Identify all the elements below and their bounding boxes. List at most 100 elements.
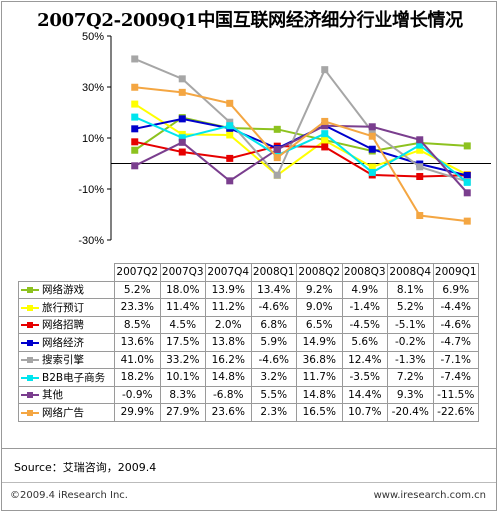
series-legend-cell: 其他 <box>18 385 115 404</box>
series-legend-cell: 网络广告 <box>18 403 115 422</box>
legend-swatch <box>21 390 39 400</box>
data-point <box>273 145 281 153</box>
data-point <box>416 136 424 144</box>
data-point <box>178 148 186 156</box>
data-value: -4.4% <box>432 298 479 317</box>
data-value: 9.3% <box>387 385 434 404</box>
data-point <box>178 88 186 96</box>
series-name: 搜索引擎 <box>42 354 84 367</box>
data-value: 10.7% <box>341 403 388 422</box>
data-value: 11.4% <box>159 298 206 317</box>
series-name: B2B电子商务 <box>42 371 106 384</box>
data-value: -7.1% <box>432 350 479 369</box>
y-tick-label: 50% <box>82 31 104 43</box>
data-value: -0.9% <box>114 385 161 404</box>
divider <box>2 448 496 449</box>
data-value: 29.9% <box>114 403 161 422</box>
data-point <box>178 138 186 146</box>
data-value: 6.5% <box>296 315 343 334</box>
data-value: 14.8% <box>205 368 252 387</box>
table-row: 旅行预订 23.3% 11.4% 11.2% -4.6% 9.0% -1.4% 5.2% -4.… <box>18 298 479 317</box>
series-name: 旅行预订 <box>42 301 84 314</box>
data-value: 6.9% <box>432 280 479 299</box>
data-value: -4.6% <box>250 298 297 317</box>
data-value: 10.1% <box>159 368 206 387</box>
data-point <box>416 212 424 220</box>
data-point <box>131 83 139 91</box>
table-row: 网络经济 13.6% 17.5% 13.8% 5.9% 14.9% 5.6% -0.2% -4.… <box>18 333 479 352</box>
series-name: 网络游戏 <box>42 284 84 297</box>
data-point <box>321 122 329 130</box>
data-point <box>131 100 139 108</box>
table-row: 其他 -0.9% 8.3% -6.8% 5.5% 14.8% 14.4% 9.3% -11.5% <box>18 385 479 404</box>
data-point <box>463 189 471 197</box>
series-legend-cell: 网络招聘 <box>18 315 115 334</box>
data-point <box>226 131 234 139</box>
data-value: 23.3% <box>114 298 161 317</box>
data-point <box>416 146 424 154</box>
data-value: 17.5% <box>159 333 206 352</box>
data-point <box>273 125 281 133</box>
data-value: 14.8% <box>296 385 343 404</box>
data-point <box>131 55 139 63</box>
category-label: 2008Q2 <box>296 263 343 282</box>
data-value: -22.6% <box>432 403 479 422</box>
data-point <box>226 99 234 107</box>
data-value: 11.2% <box>205 298 252 317</box>
data-point <box>321 130 329 138</box>
data-point <box>131 113 139 121</box>
data-point <box>321 137 329 145</box>
series-line <box>134 86 468 223</box>
legend-swatch <box>21 320 39 330</box>
data-value: 23.6% <box>205 403 252 422</box>
data-value: 4.5% <box>159 315 206 334</box>
data-value: 9.0% <box>296 298 343 317</box>
data-value: -4.6% <box>432 315 479 334</box>
website-text: www.iresearch.com.cn <box>373 490 486 501</box>
data-point <box>178 134 186 142</box>
data-value: 5.9% <box>250 333 297 352</box>
category-label: 2007Q4 <box>205 263 252 282</box>
data-point <box>416 163 424 171</box>
data-value: 13.6% <box>114 333 161 352</box>
data-value: 13.9% <box>205 280 252 299</box>
data-value: -3.5% <box>341 368 388 387</box>
data-value: 13.4% <box>250 280 297 299</box>
y-tick-label: -10% <box>78 184 104 196</box>
data-value: 5.5% <box>250 385 297 404</box>
data-point <box>131 146 139 154</box>
category-label: 2007Q3 <box>159 263 206 282</box>
source-note: Source：艾瑞咨询，2009.4 <box>14 461 157 474</box>
data-point <box>368 123 376 131</box>
data-value: 11.7% <box>296 368 343 387</box>
data-point <box>178 75 186 83</box>
data-point <box>368 128 376 136</box>
copyright-text: ©2009.4 iResearch Inc. <box>10 490 128 501</box>
data-point <box>368 168 376 176</box>
legend-swatch <box>21 338 39 348</box>
category-label: 2008Q1 <box>250 263 297 282</box>
series-line <box>134 124 468 194</box>
y-tick-label: 30% <box>82 82 104 94</box>
data-value: -6.8% <box>205 385 252 404</box>
series-legend-cell: B2B电子商务 <box>18 368 115 387</box>
data-point <box>463 142 471 150</box>
data-value: 18.0% <box>159 280 206 299</box>
series-line <box>134 103 468 177</box>
data-point <box>226 118 234 126</box>
table-row: 网络招聘 8.5% 4.5% 2.0% 6.8% 6.5% -4.5% -5.1% -4.6% <box>18 315 479 334</box>
y-tick-label: -30% <box>78 235 104 247</box>
data-table: 2007Q2 2007Q3 2007Q4 2008Q1 2008Q2 2008Q3 2008… <box>18 263 479 422</box>
line-chart: 50% 30% 10% -10% -30% <box>78 31 491 247</box>
data-value: 18.2% <box>114 368 161 387</box>
data-point <box>131 138 139 146</box>
legend-swatch <box>21 373 39 383</box>
table-corner <box>18 263 115 282</box>
data-point <box>463 217 471 225</box>
data-point <box>416 173 424 181</box>
series-name: 其他 <box>42 389 63 402</box>
data-value: 3.2% <box>250 368 297 387</box>
y-tick-label: 10% <box>82 133 104 145</box>
data-value: -5.1% <box>387 315 434 334</box>
